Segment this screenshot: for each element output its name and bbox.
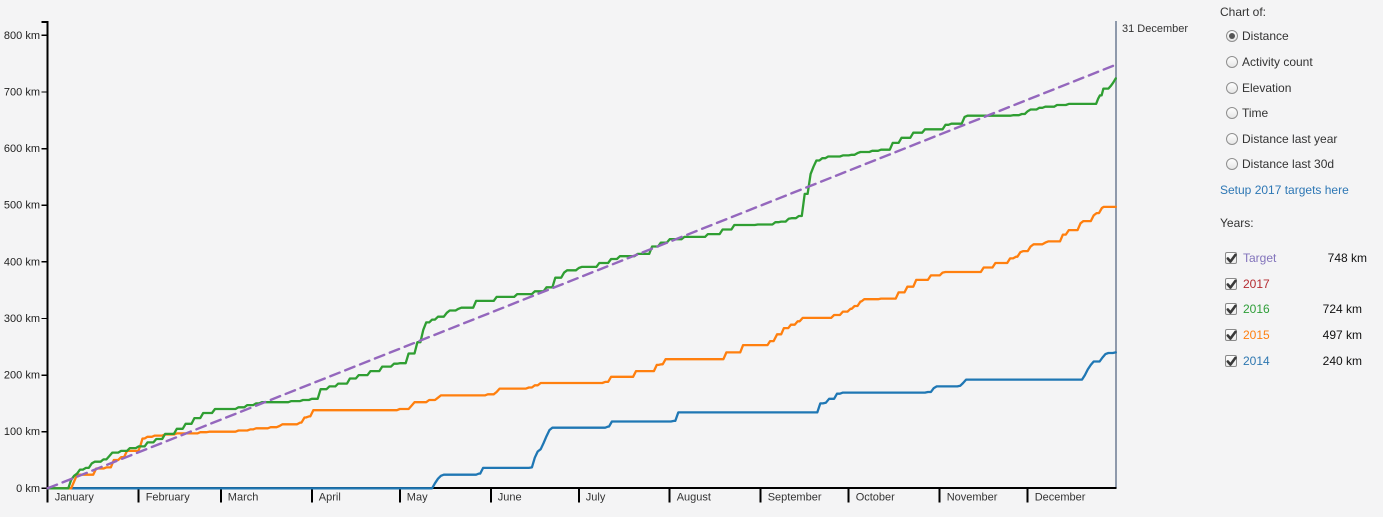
- svg-text:0 km: 0 km: [16, 483, 40, 495]
- svg-text:April: April: [319, 492, 341, 504]
- svg-text:May: May: [407, 492, 428, 504]
- svg-text:June: June: [498, 492, 522, 504]
- svg-text:100 km: 100 km: [4, 426, 40, 438]
- svg-text:March: March: [228, 492, 259, 504]
- svg-text:February: February: [146, 492, 191, 504]
- svg-text:31 December: 31 December: [1122, 23, 1188, 35]
- svg-text:700 km: 700 km: [4, 87, 40, 99]
- svg-text:January: January: [55, 492, 95, 504]
- svg-text:600 km: 600 km: [4, 143, 40, 155]
- svg-text:November: November: [947, 492, 998, 504]
- svg-text:200 km: 200 km: [4, 370, 40, 382]
- svg-text:September: September: [768, 492, 822, 504]
- svg-text:December: December: [1035, 492, 1086, 504]
- svg-text:July: July: [586, 492, 606, 504]
- svg-text:October: October: [856, 492, 895, 504]
- svg-text:800 km: 800 km: [4, 30, 40, 42]
- svg-text:300 km: 300 km: [4, 313, 40, 325]
- svg-text:August: August: [677, 492, 711, 504]
- svg-text:500 km: 500 km: [4, 200, 40, 212]
- svg-text:400 km: 400 km: [4, 256, 40, 268]
